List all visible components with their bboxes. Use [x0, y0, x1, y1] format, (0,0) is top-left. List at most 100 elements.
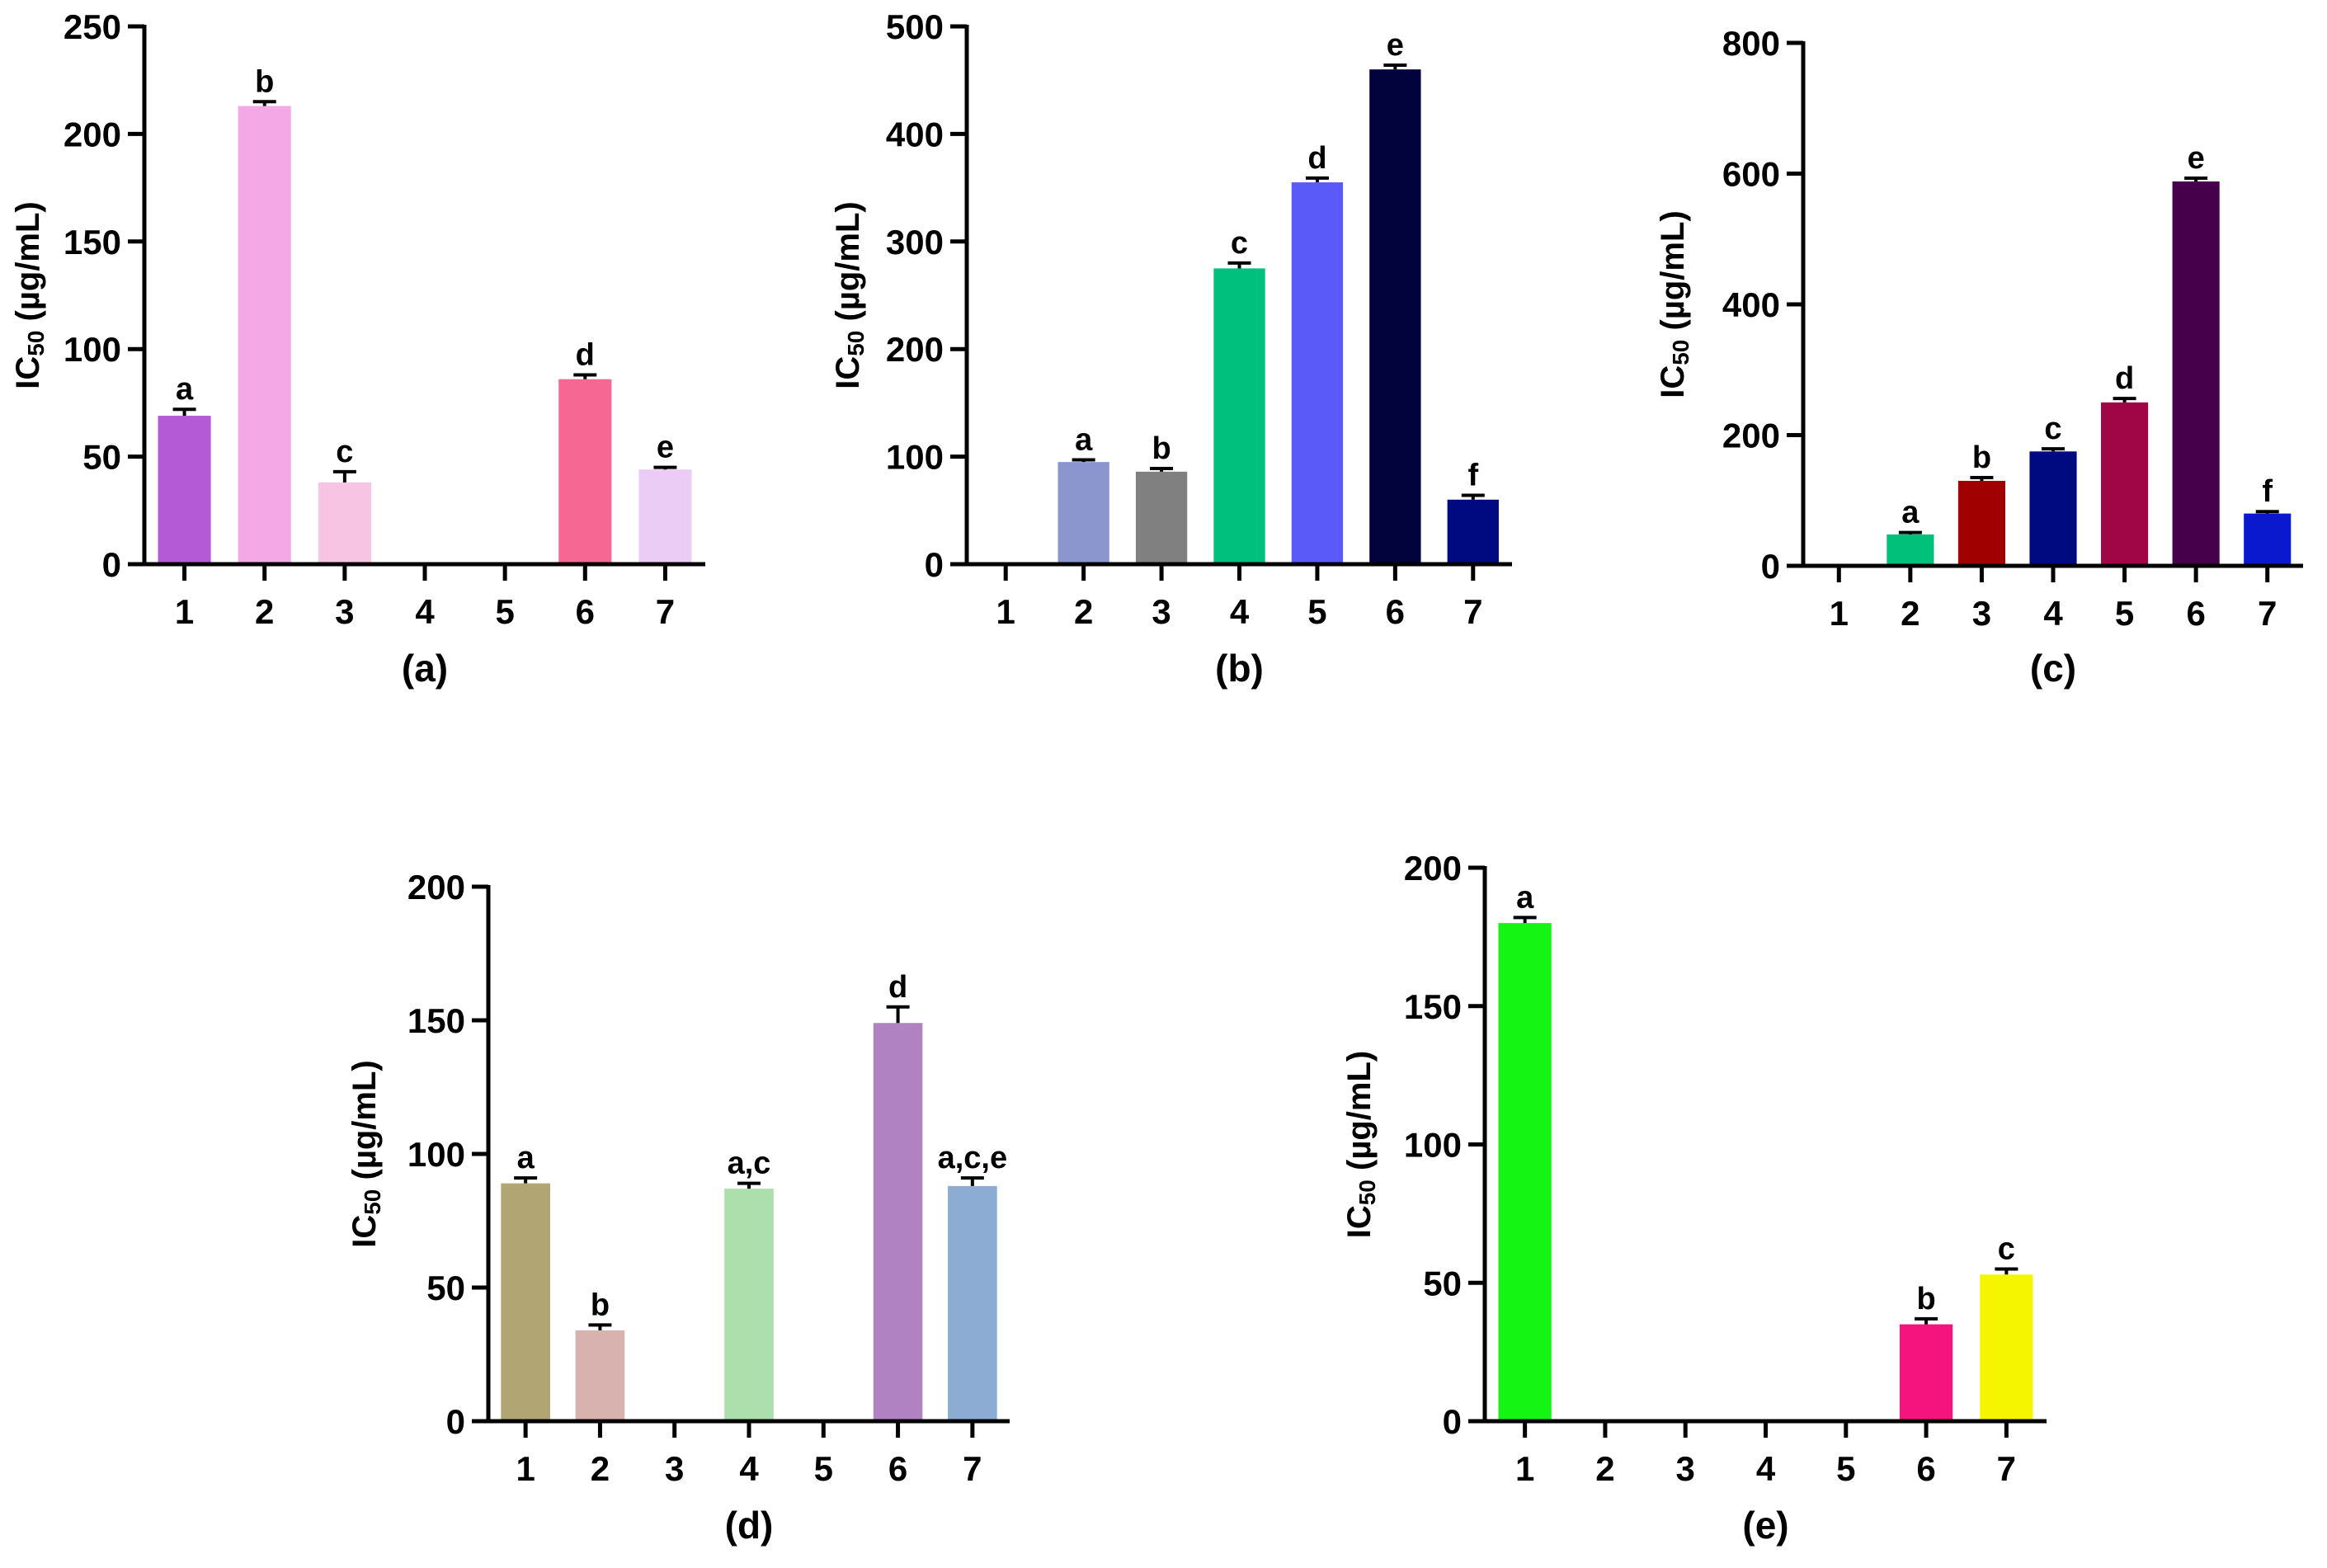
bar-7 [948, 1185, 997, 1421]
significance-letter-5: d [1307, 141, 1326, 176]
error-bar-2 [588, 1323, 612, 1330]
bar-1 [158, 416, 211, 564]
bar-2 [575, 1330, 625, 1421]
bar-7 [1980, 1274, 2033, 1421]
x-tick-label: 5 [2115, 594, 2134, 633]
bar-4 [724, 1189, 774, 1421]
x-tick-label: 7 [1463, 592, 1482, 631]
error-bar-6 [573, 373, 597, 379]
error-bar-3 [1150, 466, 1174, 472]
x-tick-label: 6 [888, 1449, 907, 1488]
panel-3: a b c d e f 0 200 400 600 800 1 2 3 4 5 6 7 IC50 (µg/mL) (c… [1655, 24, 2303, 690]
error-bar-6 [2184, 177, 2208, 182]
significance-letter-3: c [336, 435, 353, 469]
significance-letter-6: b [1916, 1282, 1935, 1316]
y-tick-label: 100 [407, 1135, 465, 1174]
significance-letter-2: a [1901, 496, 1920, 530]
bar-1 [501, 1183, 550, 1421]
x-tick-label: 5 [814, 1449, 833, 1488]
x-tick-label: 4 [2043, 594, 2063, 633]
bar-6 [558, 379, 612, 564]
significance-letter-1: a [1516, 880, 1534, 915]
error-bar-1 [514, 1176, 538, 1184]
significance-letter-1: a [176, 372, 194, 407]
significance-letter-3: b [1152, 431, 1171, 466]
y-tick-label: 400 [886, 115, 944, 153]
significance-letter-2: a [1075, 423, 1093, 458]
y-tick-label: 200 [1404, 849, 1462, 888]
y-axis-label: IC50 (µg/mL) [1341, 1051, 1381, 1239]
bar-6 [1369, 69, 1421, 564]
y-tick-label: 0 [446, 1402, 465, 1441]
x-tick-label: 5 [1836, 1449, 1855, 1488]
bar-2 [238, 106, 291, 565]
x-tick-label: 3 [665, 1449, 684, 1488]
bar-6 [873, 1023, 923, 1421]
error-bar-3 [332, 469, 356, 483]
y-tick-label: 0 [925, 545, 944, 584]
bar-7 [2244, 513, 2292, 566]
error-bar-7 [1461, 493, 1485, 500]
x-tick-label: 1 [175, 592, 194, 631]
x-tick-label: 1 [1515, 1449, 1534, 1488]
x-tick-label: 1 [996, 592, 1015, 631]
bar-6 [2172, 181, 2220, 566]
significance-letter-4: a,c [728, 1147, 771, 1181]
error-bar-6 [1383, 63, 1407, 70]
y-tick-label: 150 [407, 1001, 465, 1040]
error-bar-4 [2042, 447, 2065, 452]
x-tick-label: 1 [516, 1449, 535, 1488]
bar-2 [1058, 462, 1109, 564]
x-tick-label: 7 [1997, 1449, 2016, 1488]
x-tick-label: 4 [1756, 1449, 1776, 1488]
x-tick-label: 4 [739, 1449, 759, 1488]
x-tick-label: 2 [1901, 594, 1920, 633]
significance-letter-4: c [1231, 226, 1248, 261]
x-tick-label: 2 [1074, 592, 1093, 631]
significance-letter-6: e [2188, 141, 2205, 176]
significance-letter-5: d [2115, 361, 2134, 396]
error-bar-2 [1898, 530, 1922, 534]
error-bar-3 [1970, 476, 1994, 481]
y-tick-label: 200 [407, 868, 465, 906]
bar-3 [1957, 480, 2005, 566]
error-bar-6 [1915, 1316, 1938, 1325]
y-tick-label: 400 [1722, 285, 1780, 324]
significance-letter-1: a [517, 1141, 535, 1175]
y-tick-label: 50 [1423, 1264, 1462, 1302]
x-tick-label: 2 [591, 1449, 610, 1488]
significance-letter-7: e [657, 431, 674, 465]
significance-letter-7: f [2262, 474, 2273, 509]
x-tick-label: 6 [576, 592, 595, 631]
significance-letter-7: a,c,e [938, 1141, 1008, 1175]
error-bar-2 [252, 100, 276, 106]
bar-4 [1213, 268, 1265, 564]
x-tick-label: 6 [1386, 592, 1405, 631]
x-tick-label: 3 [1972, 594, 1991, 633]
significance-letter-3: b [1972, 440, 1991, 475]
y-axis-label: IC50 (µg/mL) [346, 1060, 386, 1248]
y-axis-label: IC50 (µg/mL) [1655, 210, 1694, 398]
x-tick-label: 4 [415, 592, 435, 631]
y-tick-label: 200 [64, 115, 121, 153]
panel-caption: (e) [1742, 1504, 1788, 1547]
panel-4: a b a,c d a,c,e 0 50 100 150 200 1 2 3 4 5 6 7 IC50 (µg/m… [346, 868, 1010, 1547]
bar-7 [1447, 499, 1499, 564]
y-tick-label: 0 [102, 545, 121, 584]
x-tick-label: 3 [1152, 592, 1171, 631]
bar-3 [1135, 471, 1188, 564]
error-bar-7 [1995, 1267, 2018, 1275]
panel-caption: (b) [1215, 647, 1264, 690]
x-tick-label: 2 [1595, 1449, 1614, 1488]
significance-letter-2: b [255, 64, 274, 99]
x-tick-label: 3 [335, 592, 354, 631]
error-bar-7 [2255, 510, 2279, 514]
x-tick-label: 7 [963, 1449, 982, 1488]
bar-7 [638, 469, 692, 564]
y-axis-label: IC50 (µg/mL) [830, 201, 869, 389]
error-bar-4 [1227, 261, 1251, 269]
x-tick-label: 4 [1230, 592, 1250, 631]
error-bar-2 [1072, 458, 1095, 463]
x-tick-label: 7 [656, 592, 675, 631]
